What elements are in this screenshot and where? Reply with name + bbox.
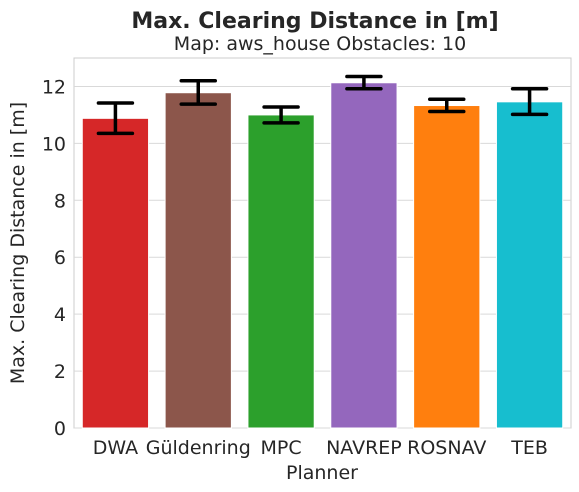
bars	[81, 82, 564, 429]
y-tick-label: 6	[54, 247, 66, 269]
y-axis-label: Max. Clearing Distance in [m]	[7, 102, 29, 384]
error-bar	[96, 101, 135, 136]
y-tick-label: 2	[54, 361, 66, 383]
plot-area	[73, 57, 572, 429]
y-tick-label: 10	[42, 133, 66, 155]
y-tick-label: 4	[54, 304, 66, 326]
x-tick-label: NAVREP	[326, 437, 402, 459]
grid-lines	[74, 85, 571, 429]
x-axis-label: Planner	[286, 462, 358, 484]
error-bar	[345, 74, 383, 91]
y-tick-labels: 0 2 4 6 8 10 12	[42, 76, 66, 440]
bar-teb	[495, 101, 564, 429]
y-tick-label: 8	[54, 190, 66, 212]
bar-navrep	[330, 82, 398, 429]
x-tick-label: DWA	[93, 437, 138, 459]
bar-rosnav	[413, 105, 481, 429]
error-bar	[262, 105, 300, 125]
x-tick-label: Güldenring	[146, 437, 251, 459]
chart-subtitle: Map: aws_house Obstacles: 10	[174, 33, 466, 55]
y-tick-label: 12	[42, 76, 66, 98]
chart-title: Max. Clearing Distance in [m]	[131, 9, 498, 34]
x-tick-label: ROSNAV	[407, 437, 486, 459]
error-bar	[510, 86, 549, 117]
x-tick-label: MPC	[261, 437, 302, 459]
x-tick-label: TEB	[510, 437, 548, 459]
error-bar	[179, 79, 217, 106]
error-bars	[96, 74, 549, 136]
bar-dwa	[81, 117, 150, 429]
error-bar	[428, 97, 466, 114]
x-tick-labels: DWA Güldenring MPC NAVREP ROSNAV TEB	[93, 437, 548, 459]
bar-güldenring	[164, 92, 232, 429]
y-tick-label: 0	[54, 418, 66, 440]
bar-mpc	[247, 114, 315, 429]
